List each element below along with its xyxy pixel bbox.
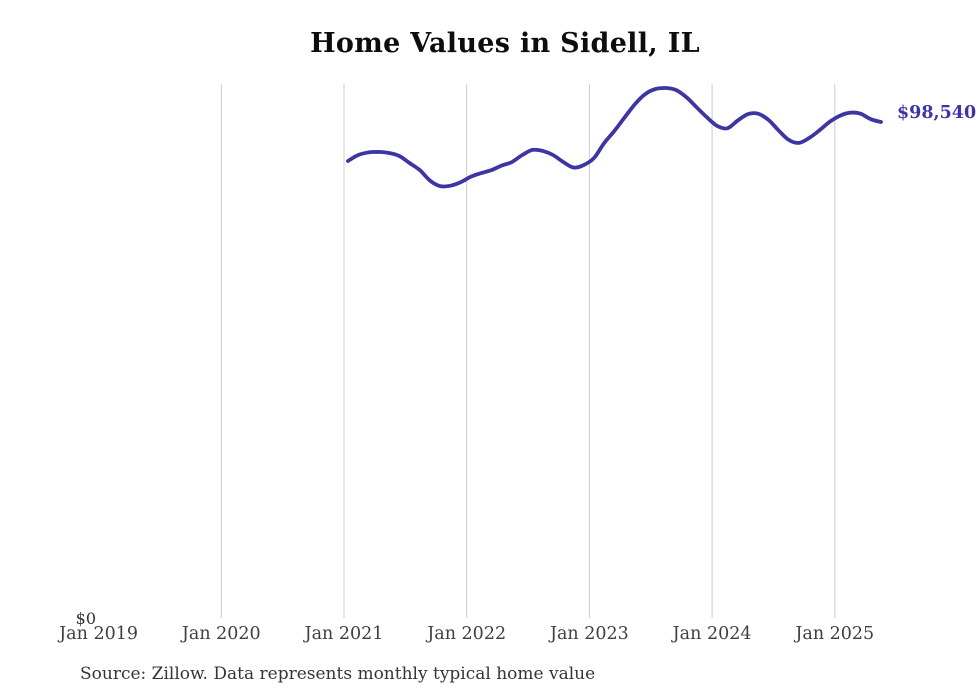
x-axis-label: Jan 2020	[181, 624, 261, 644]
x-axis-label: Jan 2021	[304, 624, 384, 644]
x-axis-label: Jan 2022	[427, 624, 507, 644]
x-axis-label: Jan 2023	[549, 624, 629, 644]
gridline-group	[220, 84, 836, 618]
source-note: Source: Zillow. Data represents monthly …	[80, 664, 596, 684]
x-axis-label: Jan 2019	[59, 624, 138, 644]
chart-title: Home Values in Sidell, IL	[310, 28, 700, 59]
trend-line	[346, 86, 883, 189]
y-zero-label: $0	[75, 609, 96, 628]
end-value-label: $98,540	[897, 103, 977, 123]
x-axis-label: Jan 2025	[795, 624, 875, 644]
x-axis-label: Jan 2024	[672, 624, 752, 644]
